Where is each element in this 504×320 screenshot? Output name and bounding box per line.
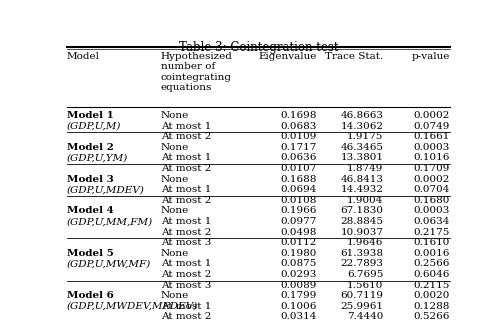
Text: (GDP,U,MWDEV,MFDEV): (GDP,U,MWDEV,MFDEV) bbox=[67, 302, 198, 311]
Text: 0.1717: 0.1717 bbox=[281, 143, 317, 152]
Text: 0.0020: 0.0020 bbox=[413, 291, 450, 300]
Text: 0.0089: 0.0089 bbox=[281, 281, 317, 290]
Text: 0.1016: 0.1016 bbox=[413, 154, 450, 163]
Text: 0.1661: 0.1661 bbox=[413, 132, 450, 141]
Text: 0.0003: 0.0003 bbox=[413, 206, 450, 215]
Text: 0.0107: 0.0107 bbox=[281, 164, 317, 173]
Text: Hypothesized
number of
cointegrating
equations: Hypothesized number of cointegrating equ… bbox=[161, 52, 232, 92]
Text: 0.1698: 0.1698 bbox=[281, 111, 317, 120]
Text: 0.0634: 0.0634 bbox=[413, 217, 450, 226]
Text: Model 3: Model 3 bbox=[67, 175, 114, 184]
Text: 0.0112: 0.0112 bbox=[281, 238, 317, 247]
Text: 0.0704: 0.0704 bbox=[413, 185, 450, 194]
Text: (GDP,U,MDEV): (GDP,U,MDEV) bbox=[67, 185, 145, 194]
Text: 22.7893: 22.7893 bbox=[340, 260, 383, 268]
Text: 0.1288: 0.1288 bbox=[413, 302, 450, 311]
Text: (GDP,U,MW,MF): (GDP,U,MW,MF) bbox=[67, 260, 151, 268]
Text: Trace Stat.: Trace Stat. bbox=[325, 52, 383, 61]
Text: 0.1799: 0.1799 bbox=[281, 291, 317, 300]
Text: 0.2175: 0.2175 bbox=[413, 228, 450, 236]
Text: Eigenvalue: Eigenvalue bbox=[259, 52, 317, 61]
Text: None: None bbox=[161, 291, 189, 300]
Text: At most 1: At most 1 bbox=[161, 154, 211, 163]
Text: Model: Model bbox=[67, 52, 100, 61]
Text: Model 1: Model 1 bbox=[67, 111, 114, 120]
Text: 0.0683: 0.0683 bbox=[281, 122, 317, 131]
Text: 0.0749: 0.0749 bbox=[413, 122, 450, 131]
Text: At most 2: At most 2 bbox=[161, 270, 211, 279]
Text: 0.1709: 0.1709 bbox=[413, 164, 450, 173]
Text: 0.6046: 0.6046 bbox=[413, 270, 450, 279]
Text: 0.0108: 0.0108 bbox=[281, 196, 317, 205]
Text: 46.3465: 46.3465 bbox=[340, 143, 383, 152]
Text: p-value: p-value bbox=[411, 52, 450, 61]
Text: 0.1006: 0.1006 bbox=[281, 302, 317, 311]
Text: (GDP,U,M): (GDP,U,M) bbox=[67, 122, 121, 131]
Text: 28.8845: 28.8845 bbox=[340, 217, 383, 226]
Text: 1.9646: 1.9646 bbox=[347, 238, 383, 247]
Text: 7.4440: 7.4440 bbox=[347, 312, 383, 320]
Text: 67.1830: 67.1830 bbox=[340, 206, 383, 215]
Text: 1.9004: 1.9004 bbox=[347, 196, 383, 205]
Text: 0.0002: 0.0002 bbox=[413, 111, 450, 120]
Text: None: None bbox=[161, 175, 189, 184]
Text: 0.0003: 0.0003 bbox=[413, 143, 450, 152]
Text: 0.1966: 0.1966 bbox=[281, 206, 317, 215]
Text: 25.9961: 25.9961 bbox=[340, 302, 383, 311]
Text: At most 1: At most 1 bbox=[161, 185, 211, 194]
Text: 0.2566: 0.2566 bbox=[413, 260, 450, 268]
Text: At most 1: At most 1 bbox=[161, 122, 211, 131]
Text: 0.2115: 0.2115 bbox=[413, 281, 450, 290]
Text: 0.0977: 0.0977 bbox=[281, 217, 317, 226]
Text: None: None bbox=[161, 249, 189, 258]
Text: 46.8663: 46.8663 bbox=[340, 111, 383, 120]
Text: At most 2: At most 2 bbox=[161, 196, 211, 205]
Text: 6.7695: 6.7695 bbox=[347, 270, 383, 279]
Text: At most 1: At most 1 bbox=[161, 302, 211, 311]
Text: 0.1610: 0.1610 bbox=[413, 238, 450, 247]
Text: 0.0002: 0.0002 bbox=[413, 175, 450, 184]
Text: (GDP,U,YM): (GDP,U,YM) bbox=[67, 154, 128, 163]
Text: 10.9037: 10.9037 bbox=[340, 228, 383, 236]
Text: 0.5266: 0.5266 bbox=[413, 312, 450, 320]
Text: 0.0293: 0.0293 bbox=[281, 270, 317, 279]
Text: At most 1: At most 1 bbox=[161, 217, 211, 226]
Text: None: None bbox=[161, 111, 189, 120]
Text: 0.0694: 0.0694 bbox=[281, 185, 317, 194]
Text: Model 4: Model 4 bbox=[67, 206, 114, 215]
Text: 1.5610: 1.5610 bbox=[347, 281, 383, 290]
Text: At most 3: At most 3 bbox=[161, 238, 211, 247]
Text: None: None bbox=[161, 143, 189, 152]
Text: 0.0314: 0.0314 bbox=[281, 312, 317, 320]
Text: 60.7119: 60.7119 bbox=[340, 291, 383, 300]
Text: 0.1980: 0.1980 bbox=[281, 249, 317, 258]
Text: (GDP,U,MM,FM): (GDP,U,MM,FM) bbox=[67, 217, 153, 226]
Text: 1.9175: 1.9175 bbox=[347, 132, 383, 141]
Text: Model 6: Model 6 bbox=[67, 291, 114, 300]
Text: At most 2: At most 2 bbox=[161, 164, 211, 173]
Text: 0.1680: 0.1680 bbox=[413, 196, 450, 205]
Text: 1.8749: 1.8749 bbox=[347, 164, 383, 173]
Text: 14.4932: 14.4932 bbox=[340, 185, 383, 194]
Text: 0.0109: 0.0109 bbox=[281, 132, 317, 141]
Text: 0.0636: 0.0636 bbox=[281, 154, 317, 163]
Text: Model 2: Model 2 bbox=[67, 143, 114, 152]
Text: 14.3062: 14.3062 bbox=[340, 122, 383, 131]
Text: 0.0875: 0.0875 bbox=[281, 260, 317, 268]
Text: 13.3801: 13.3801 bbox=[340, 154, 383, 163]
Text: 0.1688: 0.1688 bbox=[281, 175, 317, 184]
Text: At most 2: At most 2 bbox=[161, 132, 211, 141]
Text: At most 2: At most 2 bbox=[161, 228, 211, 236]
Text: Model 5: Model 5 bbox=[67, 249, 114, 258]
Text: 46.8413: 46.8413 bbox=[340, 175, 383, 184]
Text: At most 3: At most 3 bbox=[161, 281, 211, 290]
Text: 0.0016: 0.0016 bbox=[413, 249, 450, 258]
Text: Table 3: Cointegration test: Table 3: Cointegration test bbox=[178, 41, 338, 54]
Text: None: None bbox=[161, 206, 189, 215]
Text: 0.0498: 0.0498 bbox=[281, 228, 317, 236]
Text: At most 1: At most 1 bbox=[161, 260, 211, 268]
Text: 61.3938: 61.3938 bbox=[340, 249, 383, 258]
Text: At most 2: At most 2 bbox=[161, 312, 211, 320]
